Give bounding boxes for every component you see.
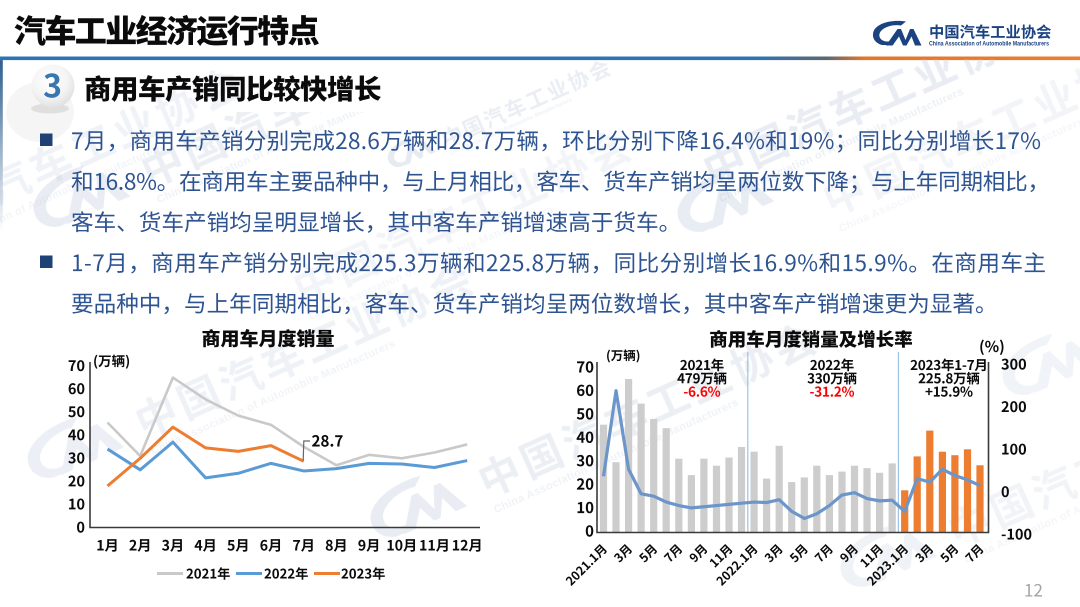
svg-text:China Association of Automobil: China Association of Automobile Manufact… <box>0 142 166 261</box>
svg-text:China Association of Automobil: China Association of Automobile Manufact… <box>929 41 1049 48</box>
